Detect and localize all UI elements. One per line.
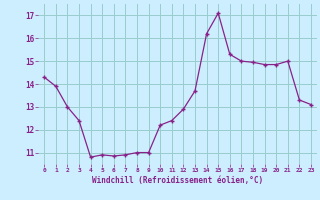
X-axis label: Windchill (Refroidissement éolien,°C): Windchill (Refroidissement éolien,°C) (92, 176, 263, 185)
